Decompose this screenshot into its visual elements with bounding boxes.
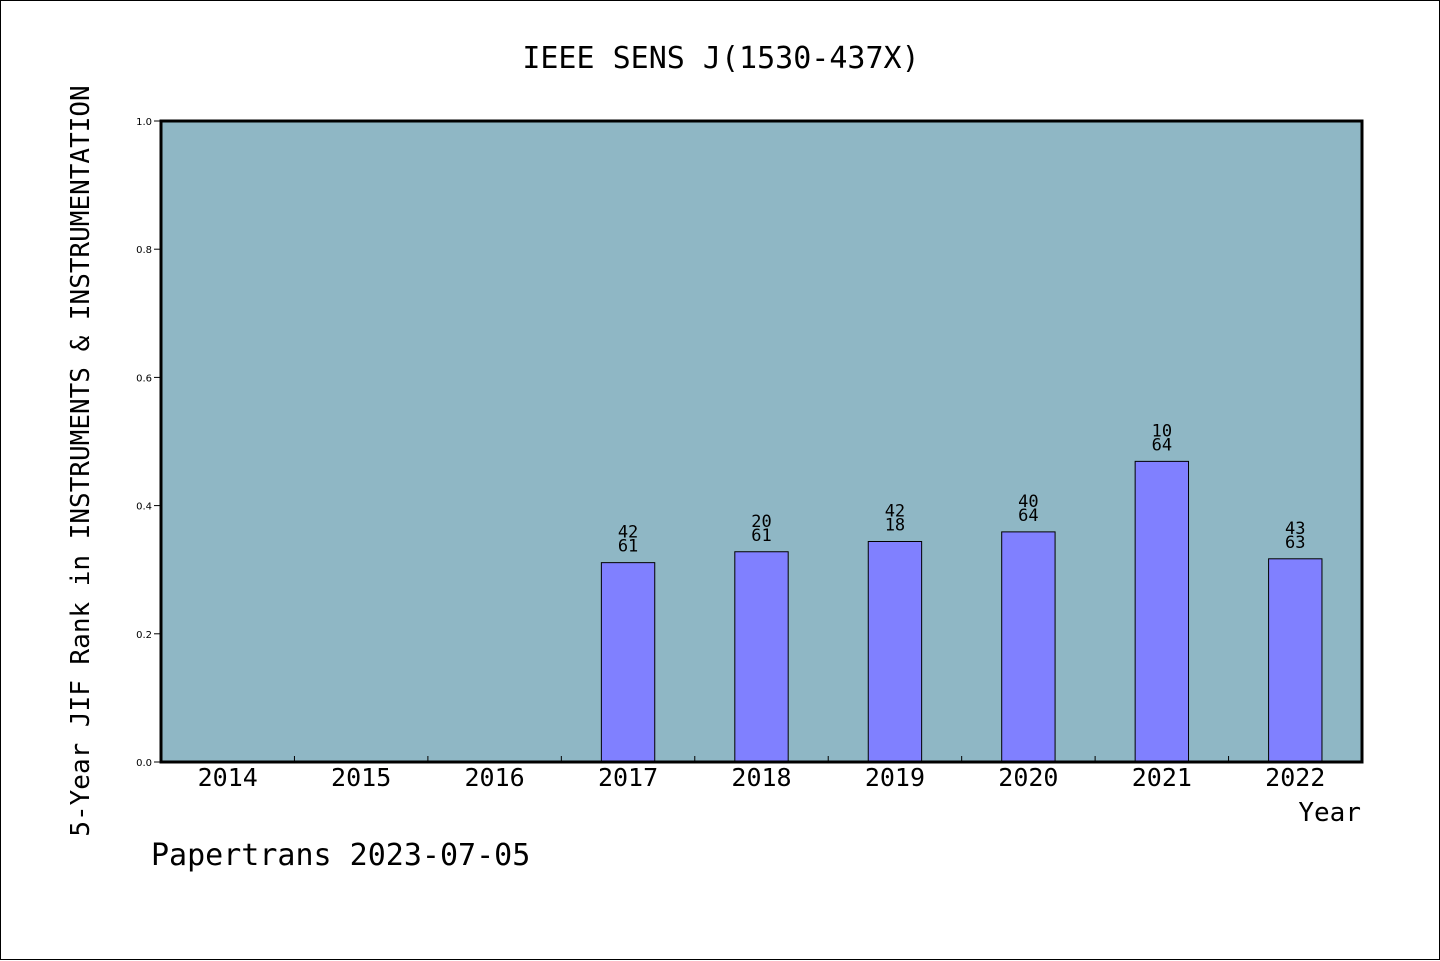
x-axis-label: Year [1298, 798, 1361, 828]
bar-label-bottom-2021: 64 [1152, 435, 1172, 455]
x-tick-label-2015: 2015 [331, 763, 391, 792]
x-tick-label-2021: 2021 [1132, 763, 1192, 792]
y-axis-label: 5-Year JIF Rank in INSTRUMENTS & INSTRUM… [66, 85, 96, 836]
y-tick-label: 0.4 [136, 502, 152, 513]
x-tick-label-2019: 2019 [865, 763, 925, 792]
bar-label-top-2017: 42 [618, 523, 638, 543]
bar-label-bottom-2020: 64 [1018, 506, 1038, 526]
bar-2021 [1134, 460, 1190, 763]
y-tick-label: 1.0 [136, 117, 152, 128]
footer-watermark: Papertrans 2023-07-05 [151, 838, 530, 873]
y-tick-label: 0.6 [136, 373, 152, 384]
bar-label-bottom-2017: 61 [618, 537, 638, 557]
bar-label-bottom-2022: 63 [1285, 533, 1305, 553]
bar-label-top-2021: 10 [1152, 421, 1172, 441]
bar-2019 [867, 540, 923, 763]
x-tick-label-2017: 2017 [598, 763, 658, 792]
x-tick-label-2016: 2016 [465, 763, 525, 792]
bar-label-top-2019: 42 [885, 501, 905, 521]
bar-label-bottom-2018: 61 [751, 526, 771, 546]
bar-2017 [600, 562, 656, 763]
x-tick-label-2020: 2020 [998, 763, 1058, 792]
chart-title: IEEE SENS J(1530-437X) [522, 41, 919, 76]
bar-2022 [1268, 558, 1323, 763]
bar-2020 [1001, 531, 1056, 763]
plot-border [159, 119, 1364, 764]
bar-label-top-2018: 20 [751, 512, 771, 532]
bar-2018 [734, 551, 789, 763]
bar-label-top-2022: 43 [1285, 519, 1305, 539]
bar-label-bottom-2019: 18 [885, 515, 905, 535]
y-tick-label: 0.8 [136, 245, 152, 256]
bars-group [600, 460, 1323, 763]
x-ticks-group: 2014 2015 2016 2017 2018 2019 2020 2021 2022 [198, 756, 1325, 792]
x-tick-label-2018: 2018 [731, 763, 791, 792]
y-tick-label: 0.0 [136, 758, 152, 769]
x-tick-label-2022: 2022 [1265, 763, 1325, 792]
y-tick-label: 0.2 [136, 630, 152, 641]
y-ticks-group: 0.0 0.2 0.4 0.6 0.8 1.0 [136, 117, 161, 769]
bar-label-top-2020: 40 [1018, 492, 1038, 512]
x-tick-label-2014: 2014 [198, 763, 258, 792]
